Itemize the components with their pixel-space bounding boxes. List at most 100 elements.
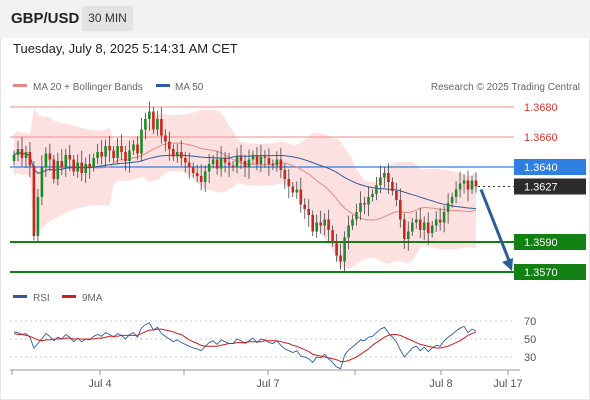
legend-ma20-swatch — [13, 84, 27, 87]
price-labels: 1.3680 1.3660 1.3640 1.3627 1.3590 1.3570 — [514, 102, 586, 280]
rsi-tick-label: 30 — [524, 352, 536, 364]
rsi-ma-line — [13, 328, 477, 362]
candle-body — [227, 162, 231, 166]
support-label-bg — [514, 234, 586, 250]
chart-datetime: Tuesday, July 8, 2025 5:14:31 AM CET — [13, 41, 238, 56]
candle-body — [144, 119, 147, 130]
candle-body — [454, 189, 458, 197]
candle-body — [172, 149, 175, 157]
candle-body — [407, 231, 410, 239]
candle-body — [375, 185, 378, 194]
candle-body — [315, 222, 318, 232]
candle-body — [76, 162, 79, 172]
candle-body — [92, 158, 95, 167]
candle-body — [307, 209, 310, 215]
candle-body — [279, 159, 283, 170]
candle-body — [40, 167, 44, 197]
legend-ma50: MA 50 — [175, 82, 204, 93]
legend-rsi-swatch — [13, 295, 27, 298]
candle-body — [72, 159, 75, 172]
candle-body — [108, 146, 111, 151]
candle-body — [331, 230, 334, 242]
candle-body — [211, 159, 215, 164]
last-price-label: 1.3627 — [524, 182, 558, 194]
candle-body — [116, 146, 119, 158]
candle-body — [327, 219, 330, 230]
legend-rsi-ma-swatch — [62, 295, 76, 298]
candle-body — [466, 180, 470, 190]
candle-body — [267, 158, 271, 164]
last-price-label-bg — [514, 178, 586, 195]
candle-body — [438, 219, 442, 223]
candle-body — [311, 215, 314, 232]
candle-body — [291, 186, 295, 193]
candle-body — [403, 219, 406, 239]
candle-body — [112, 150, 115, 158]
candle-body — [255, 155, 259, 164]
candle-body — [152, 111, 155, 130]
candle-body — [395, 191, 398, 200]
support-label: 1.3570 — [524, 267, 558, 279]
candle-body — [422, 222, 426, 230]
candle-body — [235, 156, 239, 167]
candle-body — [470, 180, 474, 190]
pivot-label: 1.3640 — [524, 162, 558, 174]
candle-body — [347, 225, 350, 238]
candle-body — [418, 219, 422, 230]
candle-body — [28, 152, 32, 166]
candle-body — [160, 119, 163, 136]
candle-body — [128, 150, 131, 161]
candle-body — [20, 149, 24, 158]
candle-body — [56, 161, 60, 179]
candle-body — [203, 171, 207, 182]
rsi-tick-label: 50 — [524, 334, 536, 346]
candle-body — [243, 161, 247, 167]
x-tick-label: Jul 7 — [256, 378, 279, 390]
candle-body — [411, 222, 414, 232]
rsi-line — [13, 322, 477, 370]
forecast-arrow-head — [502, 258, 513, 271]
candle-body — [383, 173, 386, 178]
candle-body — [339, 255, 342, 262]
x-tick-label: Jul 4 — [88, 378, 111, 390]
symbol-title: GBP/USD — [11, 10, 80, 27]
candle-body — [215, 159, 219, 169]
candle-body — [100, 152, 103, 157]
candle-body — [140, 129, 143, 154]
timeframe-badge[interactable]: 30 MIN — [82, 6, 133, 31]
credit-text: Research © 2025 Trading Central — [431, 82, 580, 93]
rsi-panel: 70 50 30 — [10, 316, 536, 370]
candle-body — [48, 153, 52, 160]
candle-body — [88, 164, 91, 167]
candle-body — [164, 135, 167, 142]
candle-body — [263, 156, 267, 158]
candle-body — [399, 200, 402, 220]
candle-body — [199, 176, 203, 182]
candle-body — [120, 146, 123, 152]
candle-body — [359, 203, 362, 212]
candle-body — [247, 159, 251, 167]
candle-body — [80, 162, 83, 173]
candle-body — [355, 212, 358, 220]
candle-body — [415, 219, 418, 223]
candle-body — [458, 183, 462, 190]
candle-body — [371, 194, 374, 197]
candle-body — [367, 197, 370, 205]
bollinger-band-fill — [14, 108, 476, 269]
candle-body — [434, 219, 438, 226]
candle-body — [303, 204, 306, 209]
candle-body — [195, 173, 199, 176]
candle-body — [184, 158, 187, 163]
bollinger-bands — [14, 108, 476, 269]
candle-body — [474, 180, 478, 187]
candle-body — [96, 152, 99, 158]
resistance-label: 1.3660 — [524, 132, 558, 144]
candle-body — [430, 225, 434, 233]
x-tick-label: Jul 17 — [493, 378, 522, 390]
candle-body — [287, 179, 291, 187]
candle-body — [446, 203, 450, 212]
candle-body — [124, 152, 127, 161]
candle-body — [259, 156, 263, 164]
candle-body — [104, 146, 107, 157]
candle-body — [275, 159, 279, 166]
